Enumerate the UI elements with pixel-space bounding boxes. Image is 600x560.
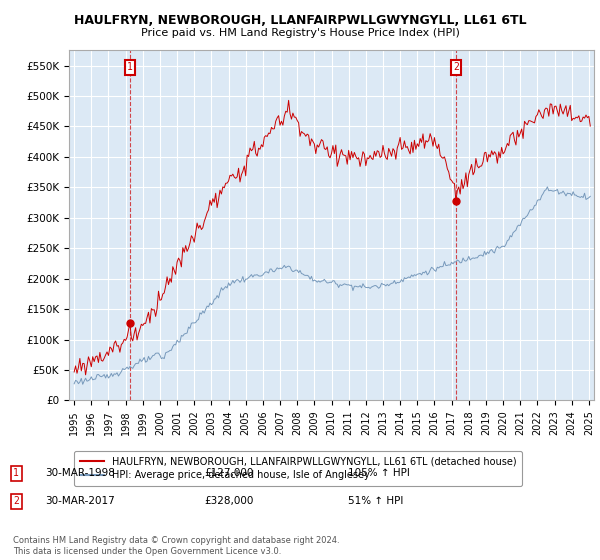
Text: 2: 2 [453,63,459,72]
Text: 105% ↑ HPI: 105% ↑ HPI [348,468,410,478]
Text: £328,000: £328,000 [204,496,253,506]
Text: 1: 1 [127,63,133,72]
Text: 1: 1 [13,468,19,478]
Text: 30-MAR-2017: 30-MAR-2017 [45,496,115,506]
Text: HAULFRYN, NEWBOROUGH, LLANFAIRPWLLGWYNGYLL, LL61 6TL: HAULFRYN, NEWBOROUGH, LLANFAIRPWLLGWYNGY… [74,14,526,27]
Text: 2: 2 [13,496,19,506]
Text: £127,000: £127,000 [204,468,253,478]
Text: 51% ↑ HPI: 51% ↑ HPI [348,496,403,506]
Text: Contains HM Land Registry data © Crown copyright and database right 2024.
This d: Contains HM Land Registry data © Crown c… [13,536,340,556]
Legend: HAULFRYN, NEWBOROUGH, LLANFAIRPWLLGWYNGYLL, LL61 6TL (detached house), HPI: Aver: HAULFRYN, NEWBOROUGH, LLANFAIRPWLLGWYNGY… [74,451,522,486]
Text: 30-MAR-1998: 30-MAR-1998 [45,468,115,478]
Text: Price paid vs. HM Land Registry's House Price Index (HPI): Price paid vs. HM Land Registry's House … [140,28,460,38]
